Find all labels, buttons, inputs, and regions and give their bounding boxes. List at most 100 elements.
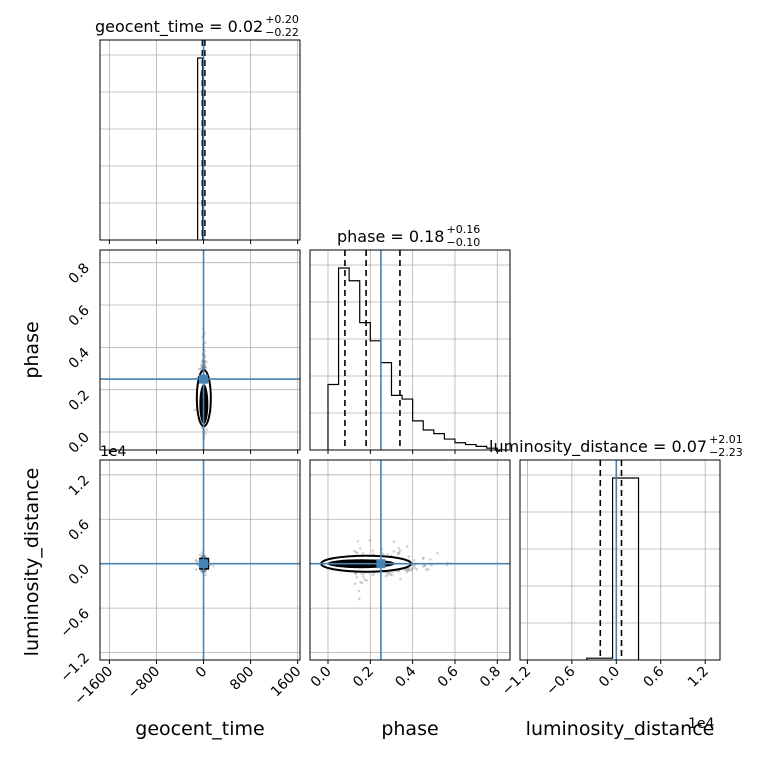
panel-frame (519, 459, 721, 661)
sample-point (371, 552, 375, 556)
panel-border (99, 459, 301, 661)
sample-point (421, 557, 425, 560)
sample-point (204, 360, 208, 363)
sample-point (200, 569, 203, 573)
panel-title: phase = 0.18 (337, 227, 444, 246)
sample-point (412, 564, 416, 567)
sample-point (386, 552, 389, 556)
panel-geocent_time-geocent_time (99, 39, 301, 244)
sample-point (424, 568, 428, 571)
sample-point (421, 565, 425, 568)
sample-point (388, 571, 392, 575)
sample-point (405, 568, 408, 571)
sample-point (363, 578, 367, 582)
y-offset-text: 1e4 (100, 444, 127, 460)
title-plus-error: +0.20 (265, 13, 299, 26)
sample-point (430, 563, 433, 567)
title-median: 0.07 (671, 437, 707, 456)
y-tick-label: −0.6 (57, 606, 92, 641)
title-phase: phase = 0.18 +0.16−0.10 (337, 223, 480, 249)
sample-point (204, 573, 208, 577)
sample-point (398, 549, 402, 552)
panel-border (309, 249, 511, 451)
sample-point (197, 367, 201, 371)
sample-point (405, 570, 409, 574)
sample-point (404, 568, 408, 571)
x-tick-label: 0 (193, 664, 211, 682)
panel-frame (99, 39, 301, 241)
panel-title: luminosity_distance = 0.07 (489, 437, 707, 457)
title-median: 0.18 (409, 227, 445, 246)
y-tick-label: 0.6 (66, 517, 93, 544)
sample-point (203, 361, 207, 364)
truth-marker (199, 374, 209, 384)
sample-point (389, 573, 392, 576)
sample-point (415, 568, 419, 571)
x-tick-label: 0.2 (350, 664, 377, 691)
sample-point (356, 539, 360, 543)
x-tick-label: 0.0 (308, 664, 335, 691)
panel-content (100, 250, 300, 450)
sample-point (365, 579, 368, 582)
sample-point (200, 363, 203, 366)
sample-point (199, 368, 203, 371)
sample-point (198, 553, 202, 556)
y-axis-label-phase: phase (21, 321, 43, 378)
x-tick-label: 0.0 (596, 664, 623, 691)
panel-content (310, 250, 510, 450)
title-luminosity_distance: luminosity_distance = 0.07 +2.01−2.23 (489, 433, 743, 459)
panel-content (520, 460, 720, 660)
title-minus-error: −0.10 (446, 236, 480, 249)
sample-point (200, 365, 203, 369)
panel-frame (309, 249, 511, 451)
sample-point (407, 567, 410, 570)
sample-point (387, 571, 391, 575)
title-geocent_time: geocent_time = 0.02 +0.20−0.22 (95, 13, 299, 39)
x-axis-label-phase: phase (381, 718, 438, 740)
panel-content (310, 460, 510, 660)
x-axis-label-luminosity_distance: luminosity_distance (526, 718, 715, 740)
title-prefix: luminosity_distance = (489, 437, 671, 457)
sample-point (357, 597, 361, 601)
sample-point (196, 560, 199, 564)
histogram-geocent_time (197, 57, 208, 240)
sample-point (396, 551, 400, 555)
sample-point (203, 354, 207, 357)
sample-point (399, 577, 402, 581)
sample-point (353, 582, 357, 586)
x-tick-label: 1600 (268, 664, 305, 701)
x-tick-label: −800 (125, 664, 164, 703)
sample-point (407, 568, 411, 572)
x-tick-label: −1.2 (499, 664, 534, 699)
panel-phase-phase (309, 249, 511, 454)
x-tick-label: −0.6 (543, 663, 578, 698)
y-tick-label: 0.4 (66, 345, 93, 372)
title-prefix: phase = (337, 227, 409, 246)
x-tick-label: 1.2 (685, 664, 712, 691)
sample-point (204, 341, 207, 344)
histogram-phase (327, 267, 508, 450)
panel-phase-luminosity_distance (309, 459, 511, 664)
sample-point (390, 573, 394, 577)
x-tick-label: 0.4 (392, 663, 419, 690)
panel-border (99, 249, 301, 451)
sample-point (412, 558, 416, 562)
sample-point (410, 568, 414, 571)
title-minus-error: −0.22 (265, 26, 299, 39)
sample-point (357, 589, 361, 593)
panel-content (100, 40, 300, 240)
y-axis-label-luminosity_distance: luminosity_distance (21, 468, 43, 657)
sample-point (407, 555, 411, 558)
sample-point (203, 432, 207, 435)
panel-geocent_time-luminosity_distance (99, 459, 301, 664)
sample-point (361, 572, 365, 576)
sample-point (355, 575, 359, 579)
sample-point (422, 556, 425, 560)
panel-title: geocent_time = 0.02 (95, 17, 263, 37)
x-tick-label: 0.6 (435, 663, 462, 690)
title-plus-error: +0.16 (446, 223, 480, 236)
sample-point (423, 564, 427, 568)
sample-point (392, 540, 396, 543)
sample-point (397, 569, 400, 573)
truth-marker (376, 559, 386, 569)
